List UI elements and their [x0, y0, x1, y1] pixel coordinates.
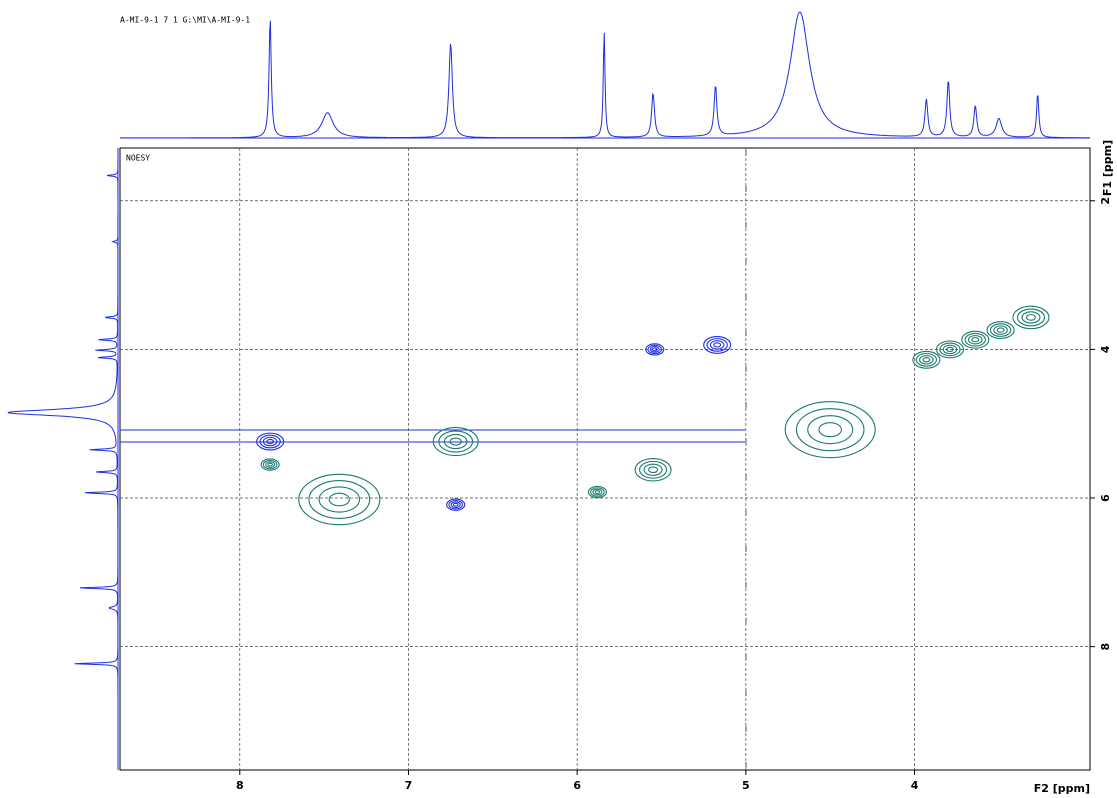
contour: [587, 485, 607, 499]
contour: [590, 487, 605, 497]
x-tick-label: 7: [405, 779, 413, 792]
contour: [298, 473, 381, 526]
contour: [996, 327, 1005, 333]
contour: [922, 357, 931, 363]
y-tick-label: 8: [1099, 643, 1112, 651]
contour: [634, 458, 672, 482]
contour: [989, 323, 1012, 337]
x-tick-label: 8: [236, 779, 244, 792]
contour: [328, 492, 350, 507]
contour: [649, 346, 660, 353]
contour: [259, 434, 281, 449]
contour: [262, 459, 278, 470]
contour: [1012, 305, 1050, 330]
contour: [967, 334, 983, 345]
y-tick-label: 2: [1099, 197, 1112, 205]
contour: [919, 355, 934, 365]
contour: [308, 480, 371, 519]
contour: [713, 342, 722, 348]
y-axis-label: F1 [ppm]: [1101, 140, 1114, 196]
x-axis-label: F2 [ppm]: [1034, 782, 1090, 795]
contour: [961, 330, 990, 349]
contour: [709, 340, 725, 350]
contour: [432, 426, 479, 457]
contour: [443, 433, 468, 450]
contour: [645, 343, 665, 356]
contour: [1021, 311, 1041, 324]
contour: [267, 462, 273, 467]
x-tick-label: 4: [911, 779, 919, 792]
contour: [1016, 308, 1046, 327]
contour: [986, 321, 1015, 340]
y-tick-label: 6: [1099, 494, 1112, 502]
contour: [262, 436, 278, 447]
x-tick-label: 5: [742, 779, 750, 792]
contour: [648, 466, 659, 474]
contour: [266, 438, 275, 445]
contour: [449, 437, 462, 446]
y-tick-label: 4: [1099, 345, 1112, 353]
contour: [639, 460, 668, 479]
contour: [942, 344, 958, 355]
contour: [452, 502, 459, 507]
x-tick-label: 6: [573, 779, 581, 792]
contour: [993, 325, 1008, 335]
contour: [647, 344, 663, 355]
plot-frame: [119, 147, 1091, 771]
f2-projection: [120, 11, 1090, 139]
contour: [651, 347, 658, 352]
contour: [784, 401, 876, 459]
contour: [915, 352, 938, 367]
contour: [935, 340, 965, 359]
contour: [939, 342, 961, 357]
contour: [703, 335, 732, 354]
contour: [256, 432, 285, 451]
contour: [448, 499, 464, 510]
f1-projection: [7, 148, 119, 770]
chart-title: NOESY: [126, 154, 150, 163]
contour: [446, 498, 466, 511]
contour: [706, 338, 728, 352]
contour: [450, 501, 461, 509]
contour: [438, 430, 474, 453]
contour: [594, 490, 601, 495]
contour: [1025, 314, 1037, 321]
contour: [795, 408, 865, 452]
contour: [265, 461, 276, 468]
contour: [260, 458, 280, 471]
header: A-MI-9-1 7 1 G:\MI\A-MI-9-1: [120, 16, 250, 25]
contour: [818, 422, 843, 438]
contour: [807, 415, 854, 445]
contour: [318, 486, 361, 513]
contour: [964, 332, 986, 347]
contour: [592, 488, 603, 496]
contour: [971, 337, 980, 343]
contour: [912, 350, 941, 369]
contour: [643, 463, 663, 476]
contour: [946, 346, 954, 353]
